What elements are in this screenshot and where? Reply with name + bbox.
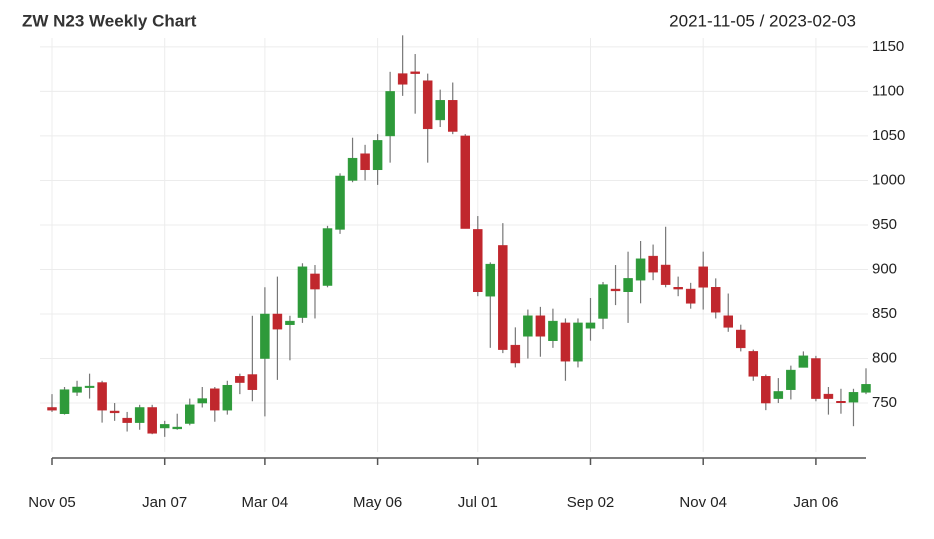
candle-body: [736, 329, 746, 349]
candle-body: [786, 369, 796, 390]
candle-body: [335, 175, 345, 230]
y-tick-label: 950: [872, 216, 897, 233]
candle-body: [134, 407, 145, 423]
x-tick-label: Nov 04: [679, 494, 727, 511]
candle-body: [535, 315, 546, 337]
candle-body: [172, 426, 182, 430]
candle-body: [660, 264, 671, 285]
candle-body: [685, 288, 696, 304]
candle-body: [210, 388, 220, 411]
candle-body: [97, 382, 107, 411]
candle-body: [523, 315, 533, 337]
candle-body: [109, 410, 120, 414]
candle-body: [372, 140, 383, 171]
candle-body: [235, 376, 245, 383]
x-tick-label: Nov 05: [28, 494, 76, 511]
candle-body: [560, 322, 571, 362]
candle-body: [385, 91, 395, 137]
candle-body: [197, 398, 208, 404]
y-tick-label: 1050: [872, 127, 905, 144]
y-tick-label: 900: [872, 260, 897, 277]
candle-body: [260, 313, 270, 359]
candle-body: [59, 389, 70, 414]
candle-body: [510, 344, 521, 364]
candle-body: [159, 424, 170, 429]
candle-body: [347, 157, 358, 181]
candle-body: [222, 384, 233, 411]
candle-body: [285, 320, 295, 325]
y-tick-label: 1100: [872, 82, 904, 99]
x-tick-label: Sep 02: [567, 494, 615, 511]
candle-body: [811, 358, 821, 399]
x-tick-label: Jul 01: [458, 494, 498, 511]
candle-body: [573, 322, 583, 362]
y-tick-label: 750: [872, 394, 897, 411]
candle-body: [485, 263, 496, 297]
candle-body: [322, 228, 333, 286]
date-range: 2021-11-05 / 2023-02-03: [669, 11, 856, 30]
candle-body: [673, 287, 683, 290]
candle-body: [798, 355, 809, 368]
candle-body: [773, 391, 784, 399]
candle-body: [460, 135, 471, 229]
candle-body: [748, 351, 759, 377]
candle-body: [473, 229, 483, 292]
x-tick-label: Jan 07: [142, 494, 187, 511]
candle-body: [698, 266, 708, 288]
x-tick-label: Mar 04: [242, 494, 289, 511]
candle-body: [598, 284, 608, 319]
candle-body: [823, 393, 834, 399]
candle-body: [410, 71, 420, 74]
candle-body: [635, 258, 646, 281]
chart-title: ZW N23 Weekly Chart: [22, 11, 197, 30]
y-tick-label: 850: [872, 305, 897, 322]
candle-body: [84, 385, 95, 388]
candle-body: [397, 73, 408, 85]
candle-body: [47, 407, 57, 411]
candle-body: [648, 255, 658, 273]
candle-body: [498, 245, 508, 350]
candle-body: [72, 386, 82, 393]
candle-body: [310, 273, 320, 290]
candle-body: [147, 407, 157, 434]
x-tick-label: Jan 06: [793, 494, 838, 511]
candle-body: [836, 401, 846, 404]
candle-body: [185, 404, 195, 424]
candle-body: [848, 392, 859, 403]
y-tick-label: 1000: [872, 171, 905, 188]
candle-body: [861, 384, 871, 393]
y-tick-label: 1150: [872, 38, 904, 55]
y-tick-label: 800: [872, 349, 897, 366]
candle-body: [585, 322, 596, 329]
candle-body: [447, 100, 458, 132]
candle-body: [623, 278, 633, 292]
candle-body: [272, 313, 283, 330]
candle-body: [548, 320, 558, 341]
x-tick-label: May 06: [353, 494, 402, 511]
candle-body: [761, 376, 771, 404]
candle-body: [122, 417, 132, 423]
candle-body: [723, 315, 733, 328]
candle-body: [710, 287, 721, 313]
candle-body: [610, 288, 621, 292]
candle-body: [247, 374, 258, 390]
candle-body: [360, 153, 370, 171]
candle-body: [422, 80, 433, 130]
candle-body: [297, 266, 308, 318]
candle-body: [435, 100, 445, 121]
